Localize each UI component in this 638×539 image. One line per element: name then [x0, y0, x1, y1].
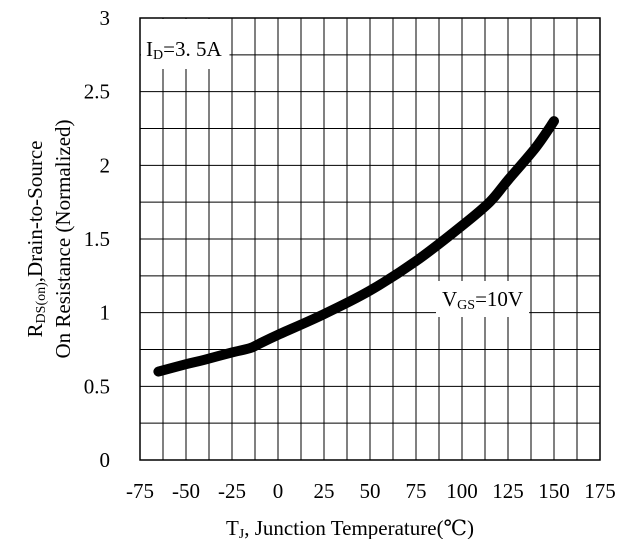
- data-point: [504, 176, 512, 185]
- data-point: [366, 286, 374, 295]
- id-annotation-background: [141, 19, 230, 69]
- data-point: [412, 257, 420, 266]
- data-point: [320, 310, 328, 319]
- grid: [139, 17, 601, 461]
- vgs-annotation: VGS=10V: [442, 287, 523, 313]
- data-point: [246, 344, 255, 353]
- data-point: [182, 360, 190, 369]
- x-tick-label: 150: [538, 479, 570, 503]
- series-line: [153, 116, 559, 377]
- data-point: [531, 143, 540, 152]
- x-tick-label: -50: [172, 479, 200, 503]
- x-tick-label: 75: [406, 479, 427, 503]
- data-point: [228, 348, 236, 357]
- plot-frame: [139, 17, 601, 461]
- y-tick-label: 1: [100, 301, 111, 325]
- data-point: [274, 330, 282, 339]
- x-tick-label: 125: [492, 479, 524, 503]
- x-tick-label: -75: [126, 479, 154, 503]
- x-tick-label: 100: [446, 479, 478, 503]
- data-point: [200, 355, 209, 364]
- x-tick-label: -25: [218, 479, 246, 503]
- y-tick-label: 2: [100, 153, 111, 177]
- vgs-annotation-background: [436, 281, 530, 317]
- x-axis-ticks: -75 -50 -25 0 25 50 75 100 125 150 175: [126, 479, 616, 503]
- data-point: [550, 117, 558, 126]
- id-annotation: ID=3. 5A: [146, 37, 222, 63]
- data-point: [458, 221, 466, 230]
- y-axis-label-line2: On Resistance (Normalized): [51, 119, 75, 358]
- x-tick-label: 25: [314, 479, 335, 503]
- x-tick-label: 0: [273, 479, 284, 503]
- x-axis-label: TJ, Junction Temperature(℃): [226, 516, 474, 539]
- series-layer: [153, 116, 559, 377]
- y-tick-label: 2.5: [84, 80, 110, 104]
- data-point: [485, 198, 494, 207]
- data-point: [255, 339, 264, 348]
- y-axis-label-line1: RDS(on),Drain-to-Source: [23, 141, 49, 338]
- y-tick-label: 0: [100, 448, 111, 472]
- x-tick-label: 50: [360, 479, 381, 503]
- x-tick-label: 175: [584, 479, 616, 503]
- y-axis-ticks: 0 0.5 1 1.5 2 2.5 3: [84, 6, 110, 472]
- data-point: [154, 367, 163, 376]
- y-tick-label: 0.5: [84, 374, 110, 398]
- y-tick-label: 3: [100, 6, 111, 30]
- y-tick-label: 1.5: [84, 227, 110, 251]
